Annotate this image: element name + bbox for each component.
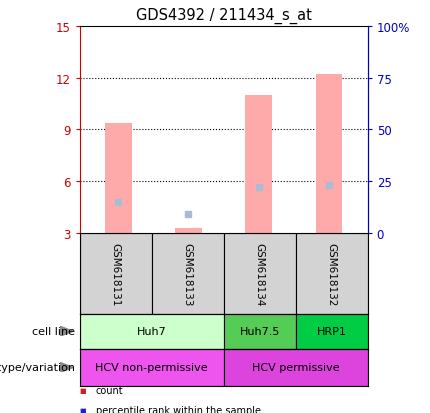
Bar bbox=[224, 314, 295, 349]
Bar bbox=[296, 314, 368, 349]
Bar bbox=[105, 123, 132, 233]
Bar bbox=[296, 233, 368, 314]
Text: cell line: cell line bbox=[32, 326, 75, 337]
Bar bbox=[80, 233, 151, 314]
Text: HRP1: HRP1 bbox=[317, 326, 347, 337]
Text: Huh7.5: Huh7.5 bbox=[240, 326, 280, 337]
Text: Huh7: Huh7 bbox=[137, 326, 166, 337]
Text: ■: ■ bbox=[80, 407, 86, 413]
Title: GDS4392 / 211434_s_at: GDS4392 / 211434_s_at bbox=[135, 8, 312, 24]
Bar bbox=[316, 75, 342, 233]
Text: count: count bbox=[96, 385, 123, 395]
Text: ■: ■ bbox=[80, 387, 86, 393]
Bar bbox=[80, 314, 224, 349]
Bar bbox=[224, 349, 368, 386]
Text: GSM618134: GSM618134 bbox=[255, 242, 264, 305]
Text: GSM618131: GSM618131 bbox=[111, 242, 120, 305]
Text: GSM618132: GSM618132 bbox=[327, 242, 337, 305]
Text: GSM618133: GSM618133 bbox=[183, 242, 193, 305]
Text: percentile rank within the sample: percentile rank within the sample bbox=[96, 405, 261, 413]
Polygon shape bbox=[60, 363, 73, 373]
Polygon shape bbox=[60, 326, 73, 336]
Text: HCV non-permissive: HCV non-permissive bbox=[95, 363, 208, 373]
Text: HCV permissive: HCV permissive bbox=[252, 363, 339, 373]
Text: genotype/variation: genotype/variation bbox=[0, 363, 75, 373]
Bar bbox=[151, 233, 224, 314]
Bar bbox=[224, 233, 295, 314]
Bar bbox=[175, 228, 202, 233]
Bar bbox=[80, 349, 224, 386]
Bar bbox=[246, 96, 272, 233]
